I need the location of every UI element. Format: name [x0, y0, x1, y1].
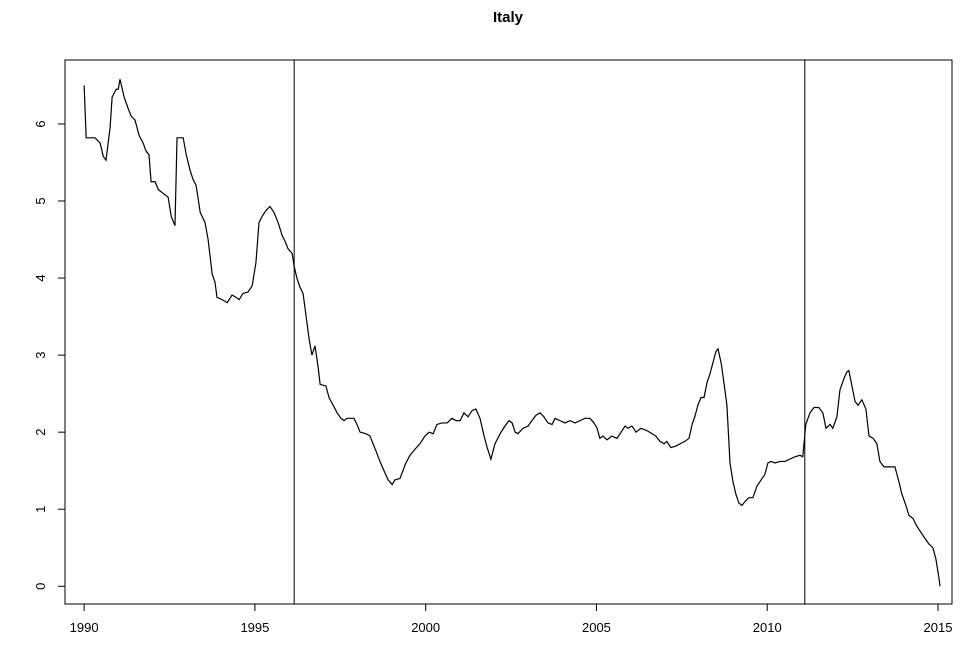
- y-tick-label: 6: [33, 120, 48, 127]
- x-tick-label: 1995: [240, 620, 269, 635]
- x-tick-label: 2005: [582, 620, 611, 635]
- y-tick-label: 3: [33, 351, 48, 358]
- x-tick-label: 1990: [70, 620, 99, 635]
- plot-frame: [64, 59, 953, 605]
- y-tick-label: 2: [33, 429, 48, 436]
- chart-title: Italy: [493, 9, 524, 26]
- y-tick-label: 5: [33, 197, 48, 204]
- y-tick-label: 4: [33, 274, 48, 281]
- x-tick-label: 2015: [924, 620, 953, 635]
- x-tick-label: 2000: [411, 620, 440, 635]
- x-tick-label: 2010: [753, 620, 782, 635]
- y-tick-label: 1: [33, 506, 48, 513]
- data-line: [83, 79, 941, 587]
- y-tick-label: 0: [33, 583, 48, 590]
